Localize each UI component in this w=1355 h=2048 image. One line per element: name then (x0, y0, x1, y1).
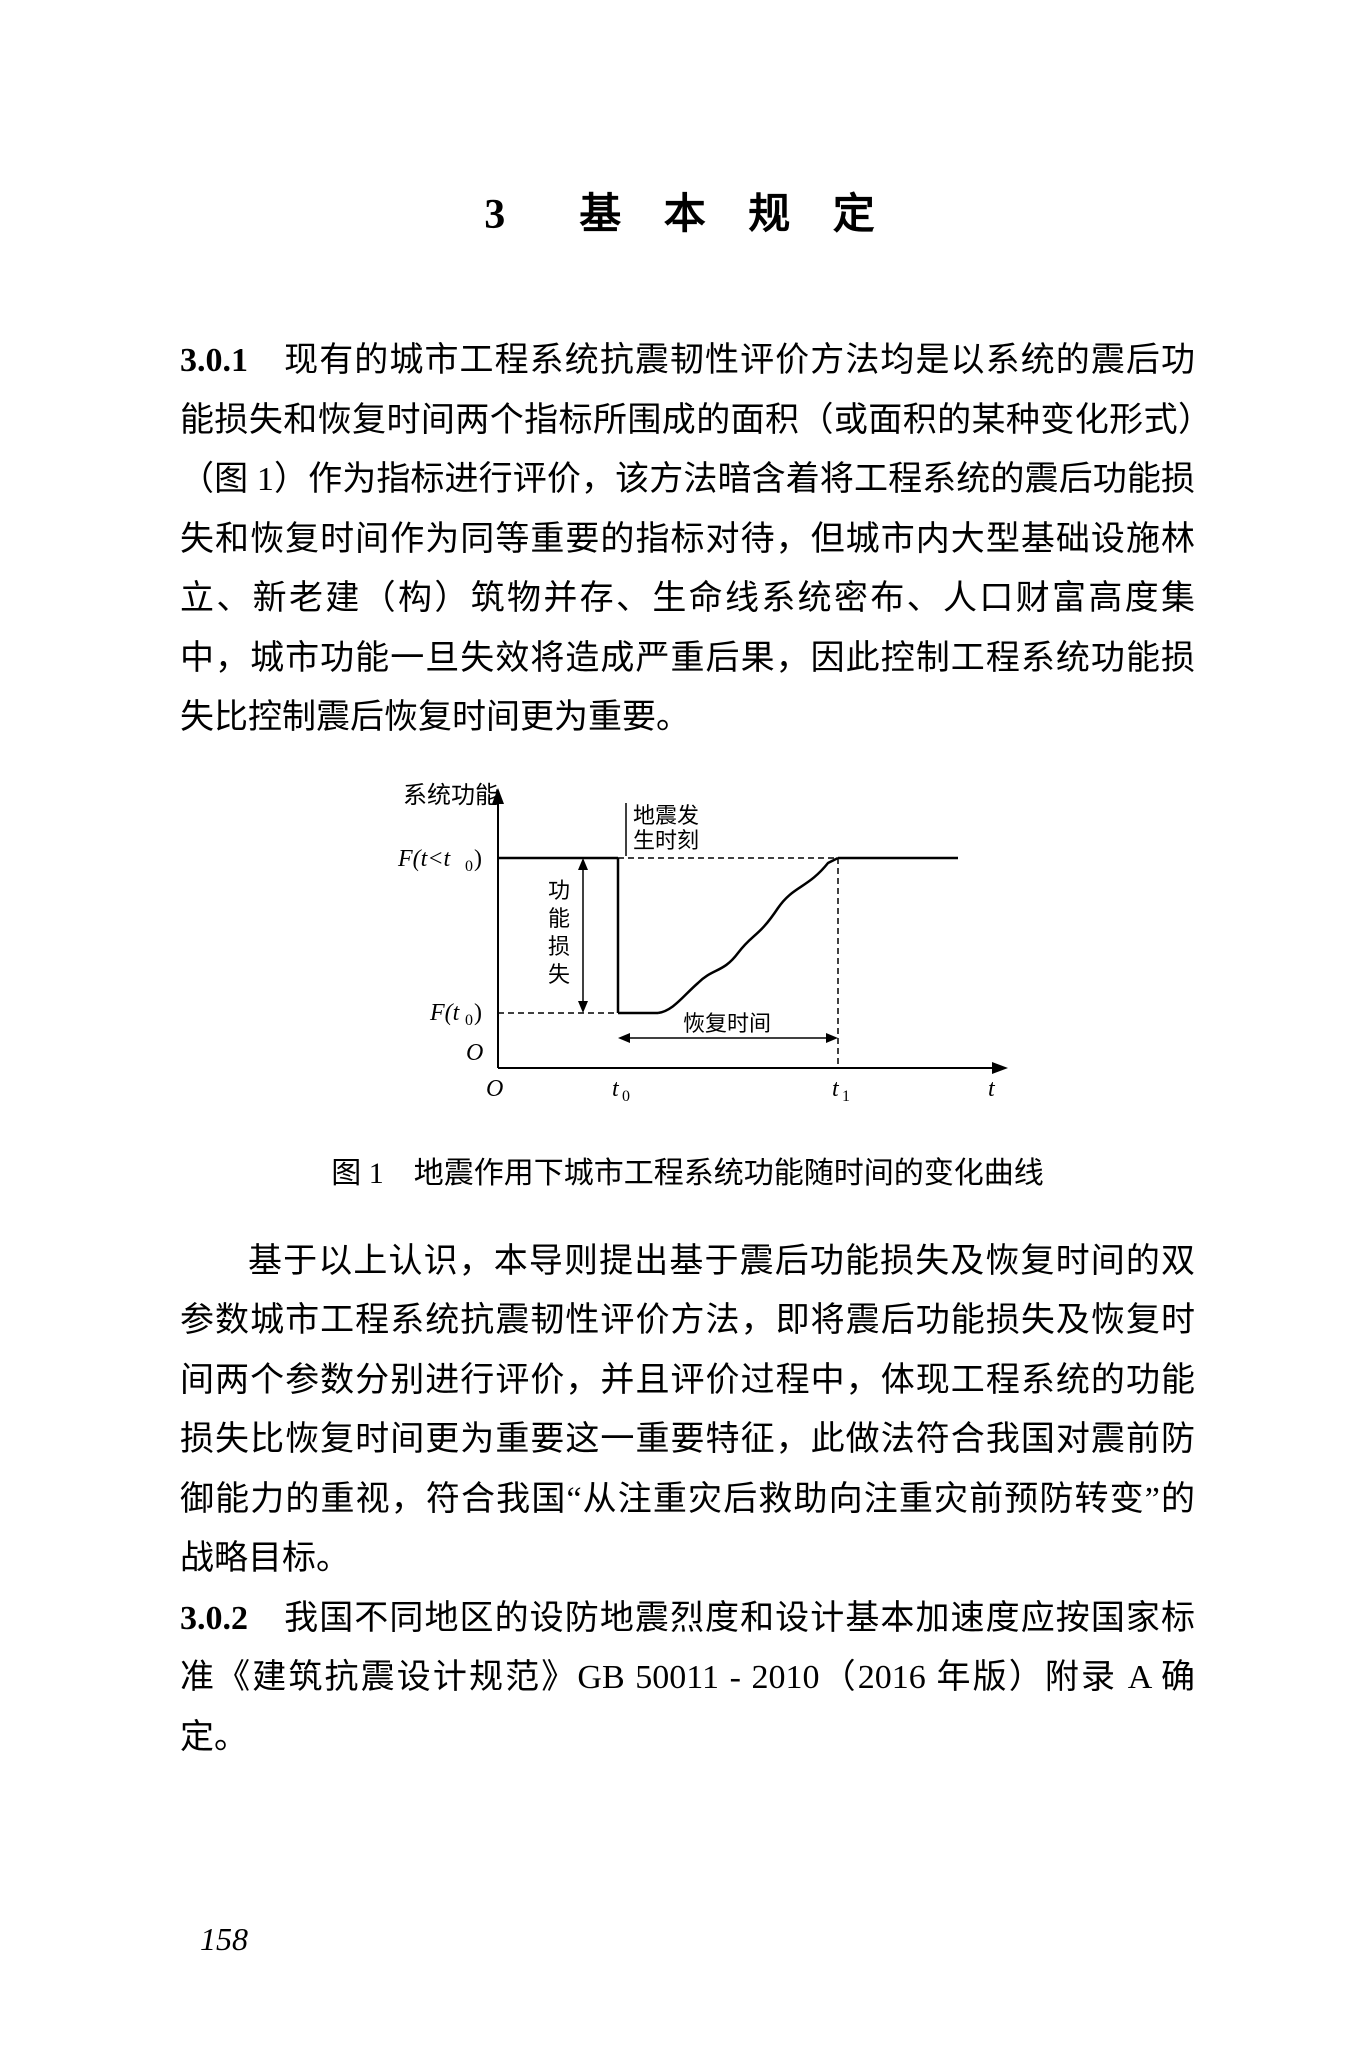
y-label-F-t0: F(t (429, 1000, 461, 1026)
section-number-301: 3.0.1 (180, 342, 248, 379)
y-label-F-before-sub: 0 (465, 858, 473, 875)
label-loss-1: 功 (548, 878, 570, 903)
label-loss-4: 失 (548, 962, 570, 987)
y-label-F-before-close: ) (474, 846, 482, 872)
figure-1-svg: 系统功能 地震发 生时刻 功 能 (338, 768, 1038, 1128)
axis-O-origin: O (486, 1076, 503, 1102)
ylabel: 系统功能 (403, 782, 499, 809)
chapter-title: 3 基 本 规 定 (180, 180, 1195, 241)
page-number: 158 (200, 1921, 248, 1958)
label-recovery: 恢复时间 (683, 1011, 771, 1036)
label-loss-3: 损 (548, 934, 570, 959)
label-eq-time-line1: 地震发 (633, 803, 699, 828)
section-number-302: 3.0.2 (180, 1600, 248, 1637)
figure-1-container: 系统功能 地震发 生时刻 功 能 (313, 768, 1063, 1192)
label-eq-time-line2: 生时刻 (633, 828, 699, 853)
y-label-F-t0-close: ) (474, 1000, 482, 1026)
paragraph-3-0-1: 3.0.1 现有的城市工程系统抗震韧性评价方法均是以系统的震后功能损失和恢复时间… (180, 331, 1195, 748)
y-label-F-t0-sub: 0 (465, 1012, 473, 1029)
axis-t0-sub: 0 (622, 1088, 630, 1105)
axis-t0: t (612, 1076, 620, 1102)
paragraph-3-0-1-cont: 基于以上认识，本导则提出基于震后功能损失及恢复时间的双参数城市工程系统抗震韧性评… (180, 1232, 1195, 1589)
axis-t1-sub: 1 (842, 1088, 850, 1105)
label-loss-2: 能 (548, 906, 570, 931)
y-label-F-before: F(t<t (397, 846, 452, 872)
section-text-301: 现有的城市工程系统抗震韧性评价方法均是以系统的震后功能损失和恢复时间两个指标所围… (180, 342, 1195, 736)
paragraph-3-0-2: 3.0.2 我国不同地区的设防地震烈度和设计基本加速度应按国家标准《建筑抗震设计… (180, 1589, 1195, 1768)
axis-t1: t (832, 1076, 840, 1102)
axis-O-left: O (466, 1040, 483, 1066)
figure-1-caption: 图 1 地震作用下城市工程系统功能随时间的变化曲线 (313, 1148, 1063, 1192)
section-text-302: 我国不同地区的设防地震烈度和设计基本加速度应按国家标准《建筑抗震设计规范》GB … (180, 1600, 1195, 1756)
axis-t: t (988, 1076, 996, 1102)
